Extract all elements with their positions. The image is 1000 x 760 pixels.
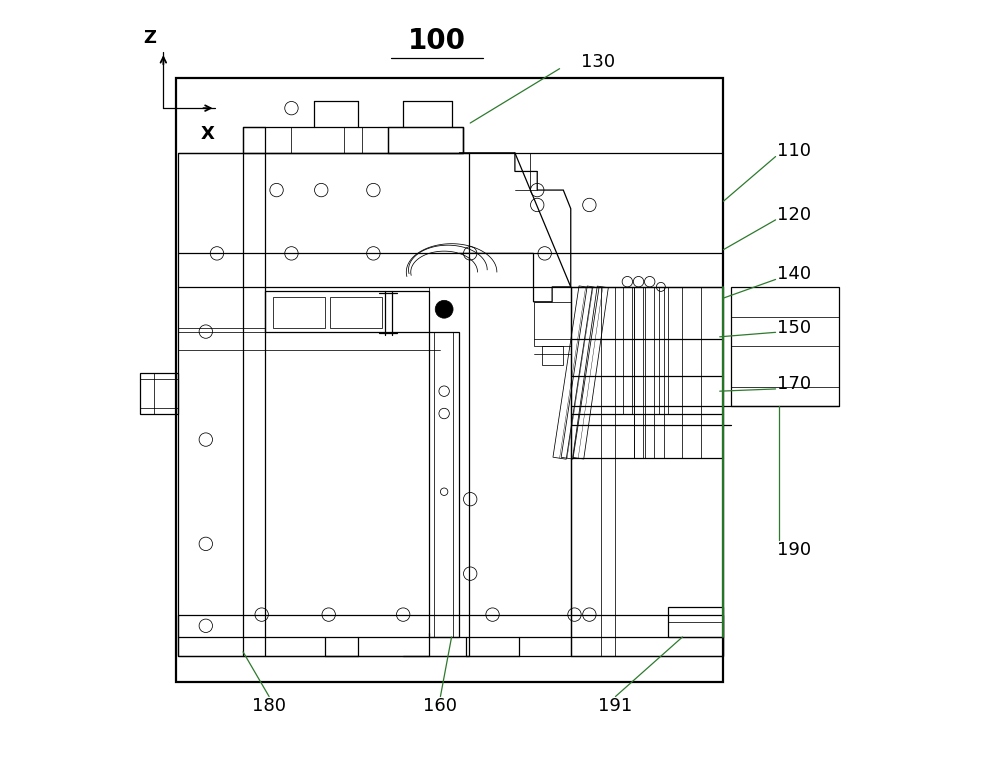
Text: 170: 170 bbox=[777, 375, 811, 394]
Text: 140: 140 bbox=[777, 265, 811, 283]
Bar bbox=[634, 287, 643, 458]
Bar bbox=[645, 287, 654, 458]
Text: 190: 190 bbox=[777, 541, 811, 559]
Circle shape bbox=[435, 300, 453, 318]
Text: 160: 160 bbox=[423, 697, 457, 715]
Text: 180: 180 bbox=[252, 697, 286, 715]
Bar bbox=[273, 296, 325, 328]
Bar bbox=[176, 78, 723, 682]
Bar bbox=[659, 287, 668, 413]
Bar bbox=[243, 127, 463, 153]
Text: 150: 150 bbox=[777, 319, 811, 337]
Bar bbox=[731, 287, 839, 406]
Bar bbox=[571, 287, 723, 656]
Bar bbox=[668, 607, 723, 637]
Text: 191: 191 bbox=[598, 697, 633, 715]
Text: X: X bbox=[201, 125, 215, 143]
Bar bbox=[178, 615, 723, 656]
Text: 110: 110 bbox=[777, 141, 811, 160]
Bar bbox=[330, 296, 382, 328]
Text: Z: Z bbox=[144, 29, 156, 47]
Bar bbox=[623, 287, 632, 413]
Bar bbox=[140, 372, 178, 413]
Text: 130: 130 bbox=[581, 53, 615, 71]
Bar bbox=[534, 302, 571, 347]
Bar bbox=[542, 347, 563, 365]
Bar bbox=[388, 127, 463, 153]
Bar bbox=[178, 153, 469, 656]
Text: 100: 100 bbox=[408, 27, 466, 55]
Bar bbox=[429, 331, 459, 637]
Text: 120: 120 bbox=[777, 206, 811, 223]
Bar bbox=[265, 290, 429, 331]
